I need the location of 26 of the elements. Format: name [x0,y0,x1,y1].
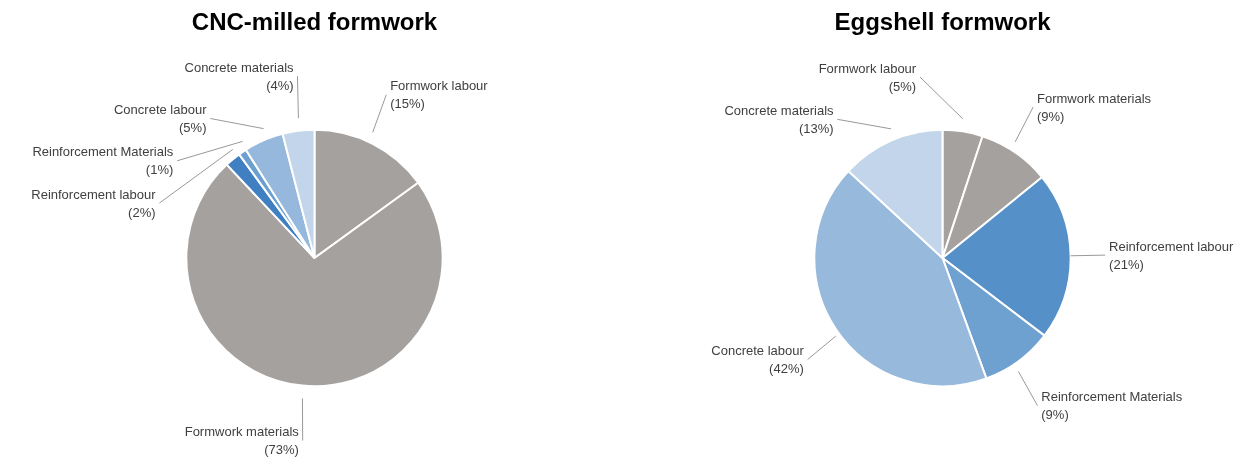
slice-label: Concrete materials [724,102,835,118]
slice-label: Reinforcement Materials [1041,389,1183,405]
data-label: (4%) [266,77,294,93]
slice-label: Concrete materials [184,59,295,75]
data-label: (73%) [264,441,299,457]
chart-title: CNC-milled formwork [191,7,438,35]
slice-label: Formwork labour [390,78,489,94]
slice-label: Formwork materials [184,423,300,439]
data-label: (15%) [390,96,425,112]
chart-title: Eggshell formwork [834,7,1052,35]
slice-label: Reinforcement labour [31,186,157,202]
data-label: (2%) [128,204,156,220]
data-label: (13%) [798,120,834,136]
slice-label: Concrete labour [113,101,208,117]
data-label: (5%) [179,119,207,135]
data-label: (21%) [1109,256,1144,272]
slice-label: Concrete labour [711,343,805,359]
data-label: (42%) [769,361,804,377]
data-label: (9%) [1036,108,1065,124]
slice-label: Formwork materials [1036,90,1152,106]
data-label: (5%) [888,78,917,94]
data-label: (9%) [1041,407,1069,423]
slice-label: Reinforcement labour [1109,238,1235,254]
slice-label: Reinforcement Materials [32,144,174,160]
data-label: (1%) [145,162,174,178]
slice-label: Formwork labour [818,60,917,76]
